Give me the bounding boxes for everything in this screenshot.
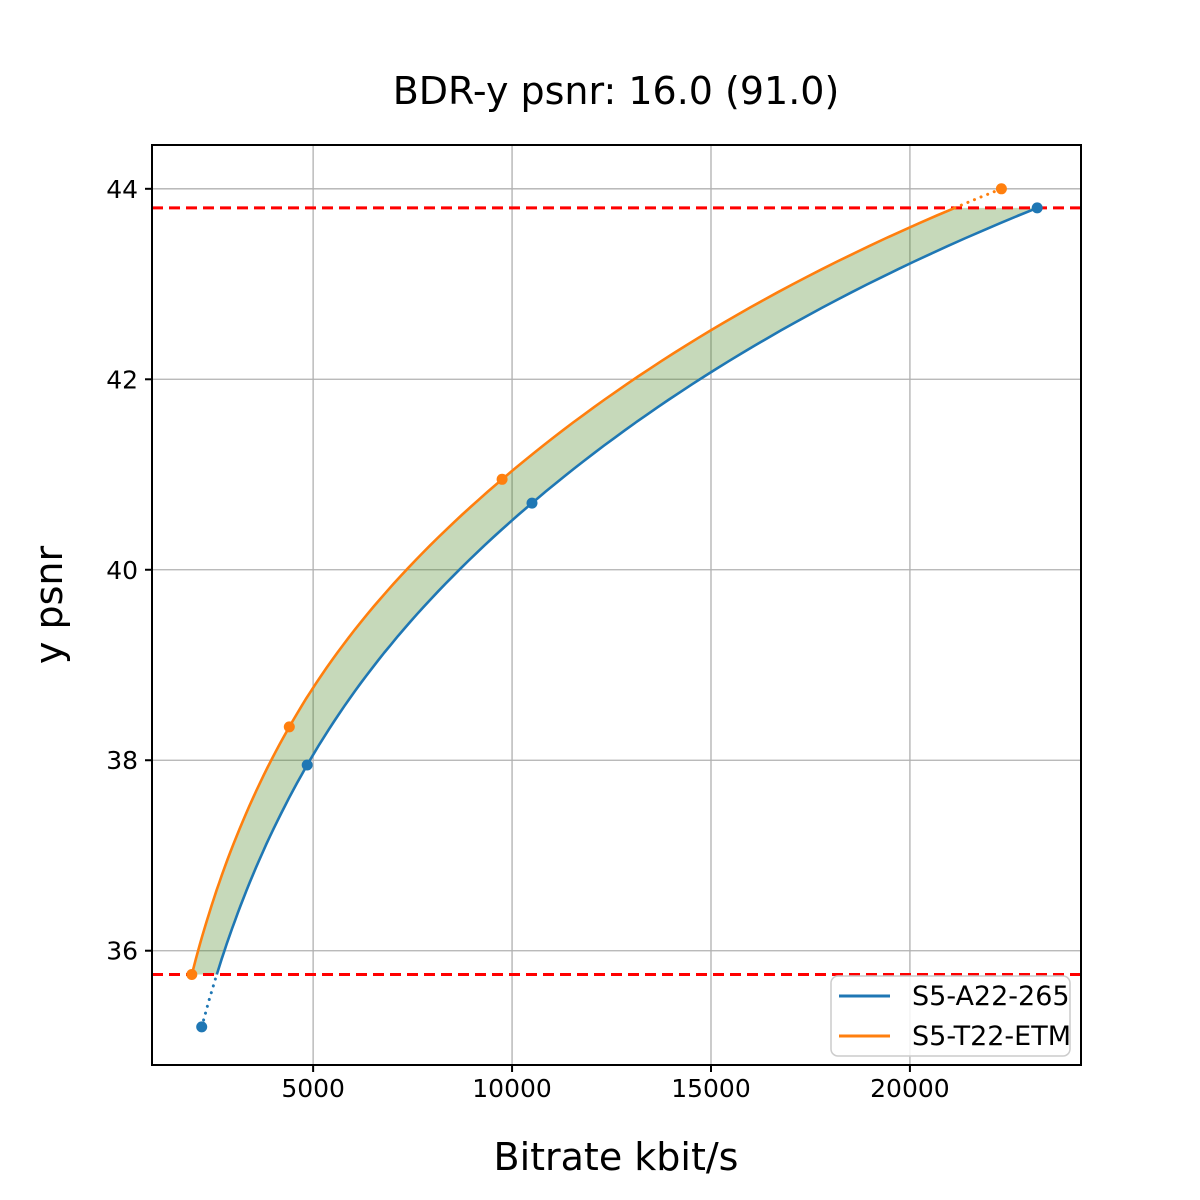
legend: S5-A22-265 S5-T22-ETM	[830, 975, 1071, 1057]
y-tick-labels: 36 38 40 42 44	[106, 175, 138, 966]
legend-label-s5-t22-etm: S5-T22-ETM	[912, 1021, 1071, 1052]
y-tick-label: 38	[106, 746, 138, 775]
data-point-s5-a22-265	[1031, 202, 1043, 214]
curve-extension-s5-a22-265	[200, 973, 219, 1029]
data-point-s5-t22-etm	[995, 183, 1007, 195]
data-point-s5-a22-265	[196, 1021, 208, 1033]
curve-s5-t22-etm	[190, 206, 956, 975]
axis-ticks	[145, 187, 911, 1072]
data-point-s5-a22-265	[301, 759, 313, 771]
x-tick-label: 20000	[870, 1074, 950, 1103]
x-tick-label: 15000	[671, 1074, 751, 1103]
y-axis-label: y psnr	[27, 546, 71, 665]
y-tick-label: 36	[106, 937, 138, 966]
plot-border	[151, 144, 1082, 1066]
y-tick-label: 40	[106, 556, 138, 585]
y-tick-label: 44	[106, 175, 138, 204]
series-curves	[186, 183, 1043, 1033]
data-point-s5-t22-etm	[186, 969, 198, 980]
data-point-s5-t22-etm	[496, 473, 508, 485]
gridlines	[152, 145, 1081, 1065]
x-tick-label: 10000	[472, 1074, 552, 1103]
legend-box	[830, 975, 1071, 1057]
x-tick-labels: 5000 10000 15000 20000	[281, 1074, 949, 1103]
curve-s5-a22-265	[215, 206, 1038, 975]
chart-title: BDR-y psnr: 16.0 (91.0)	[393, 69, 840, 113]
data-point-s5-a22-265	[526, 497, 538, 509]
reference-lines	[152, 206, 1081, 977]
data-point-s5-t22-etm	[283, 721, 295, 733]
y-tick-label: 42	[106, 365, 138, 394]
legend-label-s5-a22-265: S5-A22-265	[912, 981, 1070, 1012]
x-tick-label: 5000	[281, 1074, 345, 1103]
x-axis-label: Bitrate kbit/s	[494, 1135, 739, 1179]
curve-extension-s5-t22-etm	[953, 187, 1003, 210]
